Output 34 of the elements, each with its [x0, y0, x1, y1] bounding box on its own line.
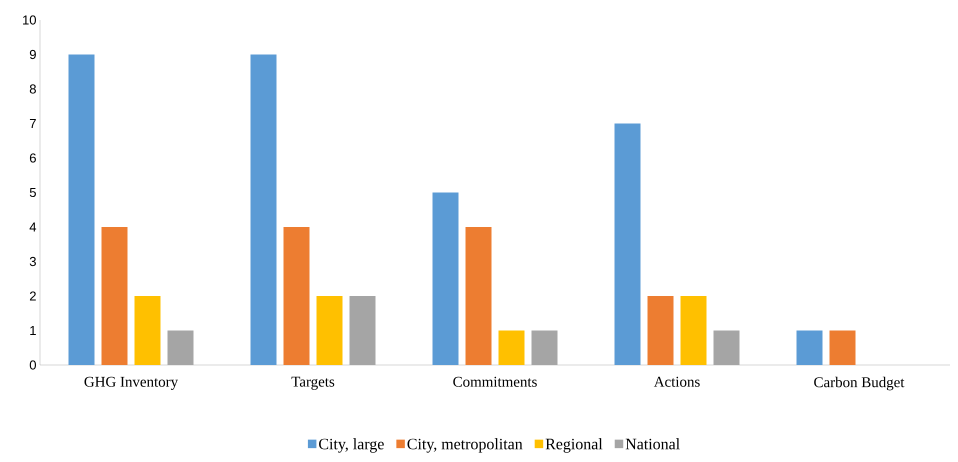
bar [466, 227, 492, 365]
legend-label: Regional [546, 438, 602, 453]
bar [102, 227, 128, 365]
bar [680, 296, 707, 365]
y-tick-label: 4 [30, 222, 36, 232]
y-tick-label: 8 [30, 84, 36, 94]
x-tick-label: GHG Inventory [84, 376, 178, 390]
y-tick-label: 1 [30, 326, 36, 335]
bar [68, 54, 94, 365]
y-tick-label: 9 [30, 50, 36, 60]
legend-label: City, large [319, 438, 384, 453]
y-tick-label: 2 [30, 291, 36, 301]
y-tick-label: 3 [30, 256, 36, 266]
bar [796, 330, 823, 365]
legend-label: City, metropolitan [408, 438, 522, 453]
y-tick-label: 7 [30, 119, 36, 128]
bar [830, 330, 856, 365]
bar [498, 330, 525, 365]
bar [250, 54, 276, 365]
bar [284, 227, 310, 365]
bar [614, 123, 641, 365]
legend-label: National [626, 438, 680, 450]
x-tick-label: Actions [654, 376, 700, 387]
bar [134, 296, 160, 365]
x-tick-label: Commitments [453, 376, 537, 387]
bar [316, 296, 343, 365]
bar [648, 296, 674, 365]
x-tick-label: Targets [292, 376, 334, 390]
y-tick-label: 0 [30, 360, 36, 370]
y-tick-label: 6 [30, 153, 36, 163]
x-tick-label: Carbon Budget [814, 376, 904, 390]
bar [432, 192, 459, 365]
y-tick-label: 10 [23, 15, 36, 25]
y-tick-label: 5 [30, 188, 36, 198]
